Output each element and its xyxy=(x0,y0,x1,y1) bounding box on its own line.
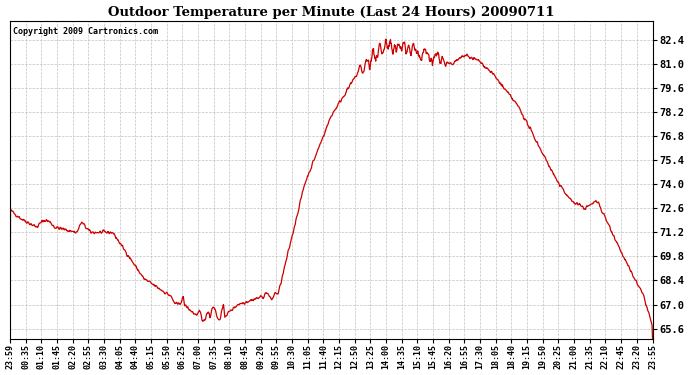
Text: Copyright 2009 Cartronics.com: Copyright 2009 Cartronics.com xyxy=(13,27,158,36)
Title: Outdoor Temperature per Minute (Last 24 Hours) 20090711: Outdoor Temperature per Minute (Last 24 … xyxy=(108,6,555,18)
